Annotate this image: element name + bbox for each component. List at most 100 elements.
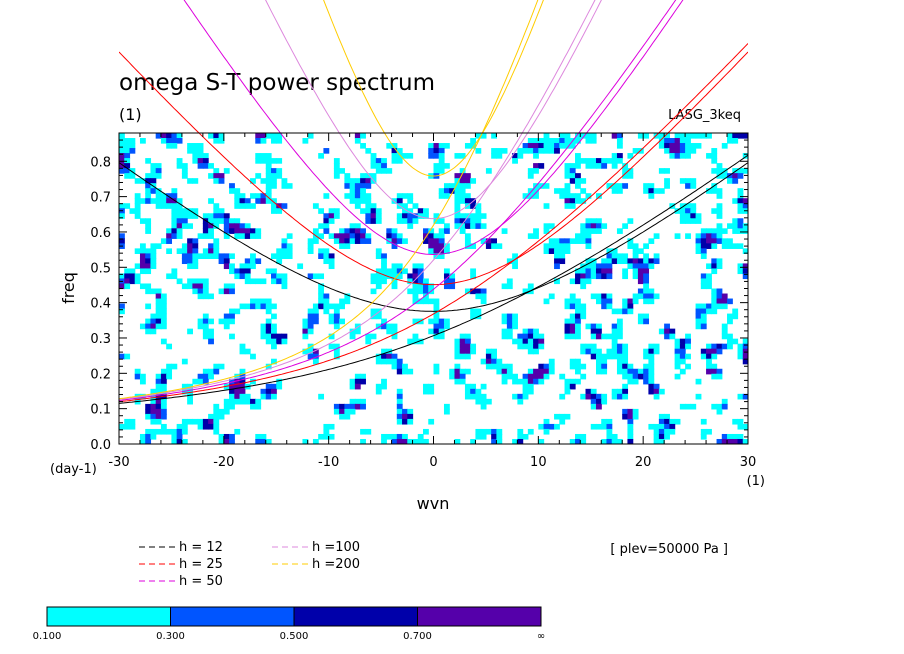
contour-cell bbox=[611, 323, 618, 330]
contour-cell bbox=[181, 423, 188, 430]
contour-cell bbox=[349, 383, 356, 390]
contour-cell bbox=[449, 278, 456, 285]
contour-cell bbox=[166, 138, 173, 144]
contour-cell bbox=[590, 353, 597, 360]
contour-cell bbox=[192, 278, 199, 285]
contour-cell bbox=[595, 263, 602, 270]
contour-cell bbox=[569, 173, 576, 179]
contour-cell bbox=[543, 148, 550, 154]
contour-cell bbox=[622, 258, 629, 265]
contour-cell bbox=[643, 273, 650, 280]
contour-cell bbox=[208, 418, 214, 425]
contour-cell bbox=[239, 228, 246, 234]
contour-cell bbox=[543, 223, 550, 229]
contour-cell bbox=[580, 133, 587, 139]
contour-cell bbox=[244, 273, 251, 280]
contour-cell bbox=[595, 393, 602, 400]
contour-cell bbox=[543, 298, 550, 305]
contour-cell bbox=[239, 193, 246, 199]
contour-cell bbox=[454, 368, 461, 375]
contour-cell bbox=[255, 438, 262, 444]
contour-cell bbox=[575, 333, 581, 340]
contour-cell bbox=[365, 238, 372, 244]
contour-cell bbox=[202, 248, 209, 254]
contour-cell bbox=[721, 333, 728, 340]
contour-cell bbox=[622, 408, 629, 415]
contour-cell bbox=[354, 373, 361, 380]
contour-cell bbox=[548, 423, 555, 430]
contour-cell bbox=[229, 223, 235, 229]
contour-cell bbox=[716, 238, 723, 244]
contour-cell bbox=[742, 438, 748, 444]
contour-cell bbox=[407, 438, 414, 444]
contour-cell bbox=[459, 378, 466, 385]
contour-cell bbox=[721, 243, 728, 249]
contour-cell bbox=[160, 308, 167, 315]
contour-cell bbox=[124, 173, 131, 179]
contour-cell bbox=[496, 153, 503, 159]
contour-cell bbox=[192, 208, 199, 214]
contour-cell bbox=[658, 168, 665, 174]
contour-cell bbox=[585, 278, 592, 285]
contour-cell bbox=[742, 358, 748, 365]
contour-cell bbox=[470, 308, 477, 315]
contour-cell bbox=[260, 298, 267, 305]
contour-cell bbox=[685, 138, 691, 144]
contour-cell bbox=[349, 188, 356, 194]
contour-cell bbox=[611, 248, 618, 254]
contour-cell bbox=[627, 428, 634, 435]
contour-cell bbox=[533, 168, 539, 174]
contour-cell bbox=[134, 193, 141, 199]
contour-cell bbox=[700, 233, 707, 239]
contour-cell bbox=[443, 143, 450, 149]
contour-cell bbox=[218, 208, 225, 214]
contour-cell bbox=[559, 143, 566, 149]
contour-cell bbox=[281, 283, 288, 290]
contour-cell bbox=[611, 308, 618, 315]
contour-cell bbox=[250, 263, 256, 270]
contour-cell bbox=[616, 318, 623, 325]
y-tick-label: 0.8 bbox=[90, 155, 111, 170]
contour-cell bbox=[575, 153, 581, 159]
contour-cell bbox=[145, 178, 152, 184]
contour-cell bbox=[312, 228, 319, 234]
contour-cell bbox=[402, 193, 408, 199]
contour-cell bbox=[711, 263, 718, 270]
contour-cell bbox=[155, 323, 162, 330]
contour-cell bbox=[601, 273, 608, 280]
legend-label: h = 12 bbox=[179, 540, 223, 555]
contour-cell bbox=[533, 348, 539, 355]
contour-cell bbox=[727, 133, 733, 139]
contour-cell bbox=[202, 328, 209, 335]
contour-cell bbox=[575, 273, 581, 280]
contour-cell bbox=[700, 348, 707, 355]
contour-cell bbox=[595, 403, 602, 410]
contour-cell bbox=[569, 298, 576, 305]
contour-cell bbox=[464, 333, 471, 340]
contour-cell bbox=[700, 238, 707, 244]
contour-cell bbox=[223, 223, 230, 229]
contour-cell bbox=[711, 243, 718, 249]
contour-cell bbox=[622, 308, 629, 315]
contour-cell bbox=[166, 368, 173, 375]
contour-cell bbox=[622, 223, 629, 229]
contour-cell bbox=[349, 398, 356, 405]
y-tick-label: 0.1 bbox=[90, 403, 111, 418]
contour-cell bbox=[685, 208, 691, 214]
contour-cell bbox=[391, 323, 398, 330]
contour-cell bbox=[595, 218, 602, 224]
contour-cell bbox=[459, 218, 466, 224]
contour-cell bbox=[323, 228, 330, 234]
contour-cell bbox=[192, 248, 199, 254]
contour-cell bbox=[339, 243, 345, 249]
contour-cell bbox=[569, 333, 576, 340]
contour-cell bbox=[271, 383, 277, 390]
contour-cell bbox=[187, 243, 193, 249]
contour-cell bbox=[349, 378, 356, 385]
contour-cell bbox=[423, 293, 429, 300]
contour-cell bbox=[139, 283, 146, 290]
contour-cell bbox=[622, 388, 629, 395]
contour-cell bbox=[658, 388, 665, 395]
contour-cell bbox=[119, 138, 125, 144]
contour-cell bbox=[276, 253, 283, 260]
